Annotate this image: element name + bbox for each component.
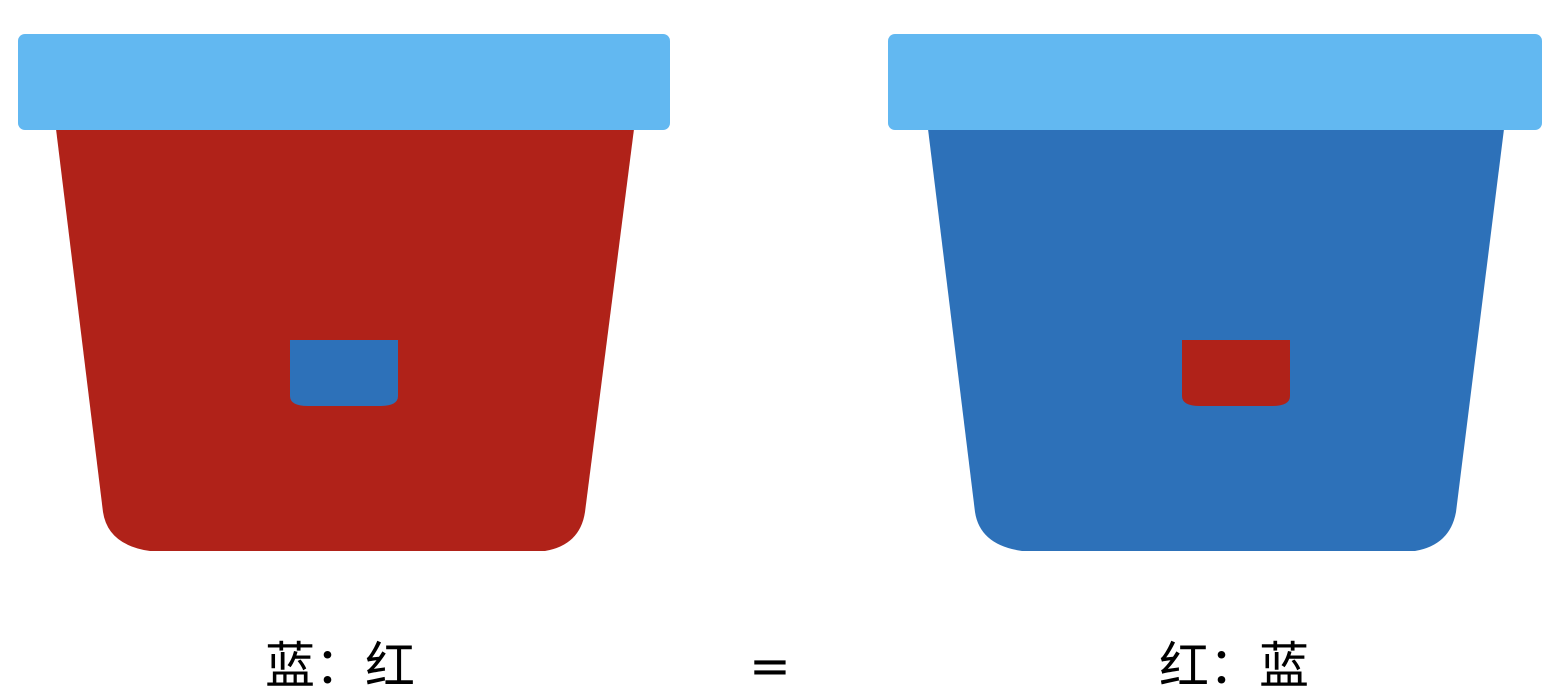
left-cup-lid <box>18 34 670 130</box>
equals-sign: = <box>749 637 791 695</box>
left-cup <box>18 34 670 551</box>
right-cup <box>888 34 1542 551</box>
right-cup-tab <box>1182 340 1290 406</box>
left-ratio-label: 蓝：红 <box>265 637 415 695</box>
left-cup-tab <box>290 340 398 406</box>
right-ratio-label: 红：蓝 <box>1159 637 1309 695</box>
right-cup-lid <box>888 34 1542 130</box>
